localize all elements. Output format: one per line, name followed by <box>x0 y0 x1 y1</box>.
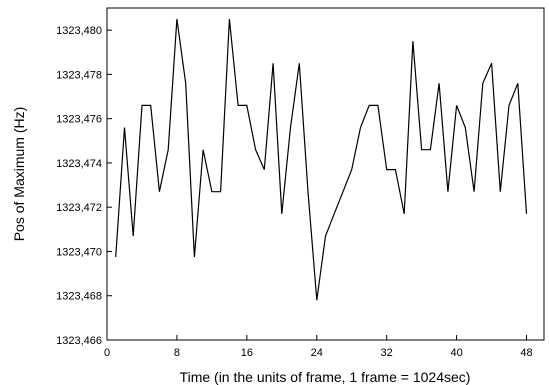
y-tick-label: 1323,466 <box>56 335 102 347</box>
x-tick-label: 32 <box>381 347 393 359</box>
x-axis-ticks: 0 8 16 24 32 40 48 <box>104 335 533 359</box>
y-tick-label: 1323,474 <box>56 158 102 170</box>
x-tick-label: 16 <box>241 347 253 359</box>
y-axis-title: Pos of Maximum (Hz) <box>11 107 27 242</box>
y-axis-ticks: 1323,466 1323,468 1323,470 1323,472 1323,474… <box>56 25 112 347</box>
y-tick-label: 1323,480 <box>56 25 102 37</box>
x-tick-label: 40 <box>450 347 462 359</box>
x-tick-label: 8 <box>174 347 180 359</box>
y-tick-label: 1323,476 <box>56 114 102 126</box>
x-tick-label: 48 <box>520 347 532 359</box>
plot-frame <box>106 7 545 341</box>
x-axis-title: Time (in the units of frame, 1 frame = 1… <box>180 369 471 385</box>
y-tick-label: 1323,470 <box>56 246 102 258</box>
x-tick-label: 0 <box>104 347 110 359</box>
series-line <box>115 19 528 301</box>
y-tick-label: 1323,478 <box>56 69 102 81</box>
x-tick-label: 24 <box>311 347 323 359</box>
y-tick-label: 1323,472 <box>56 202 102 214</box>
y-tick-label: 1323,468 <box>56 291 102 303</box>
